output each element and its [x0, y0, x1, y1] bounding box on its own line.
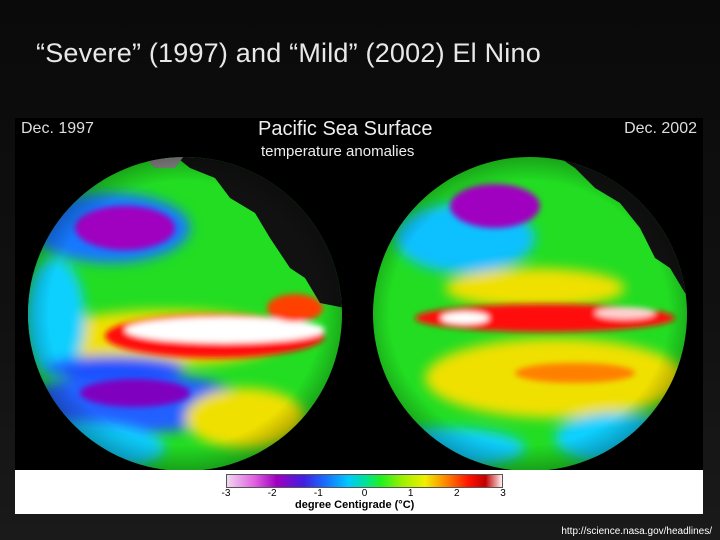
scale-tick: -3	[221, 488, 231, 499]
figure-subtitle: temperature anomalies	[261, 143, 415, 160]
right-map-date: Dec. 2002	[624, 120, 697, 137]
sea-surface-figure: Dec. 1997 Dec. 2002 Pacific Sea Surface …	[15, 118, 703, 514]
scale-tick: -1	[313, 488, 323, 499]
scale-tick: -2	[267, 488, 277, 499]
scale-tick: 0	[361, 488, 368, 499]
left-map-date: Dec. 1997	[21, 120, 94, 137]
scale-tick: 3	[500, 488, 506, 499]
color-scale-panel: -3 -2 -1 0 1 2 3 degree Centigrade (°C)	[15, 470, 703, 514]
color-scale-bar	[226, 474, 503, 488]
figure-title: Pacific Sea Surface	[258, 118, 433, 140]
scale-tick: 1	[407, 488, 414, 499]
globe-maps	[28, 157, 687, 470]
color-scale-caption: degree Centigrade (°C)	[295, 499, 415, 511]
scale-tick: 2	[454, 488, 460, 499]
slide-title: “Severe” (1997) and “Mild” (2002) El Nin…	[36, 38, 541, 68]
globe-2002	[373, 157, 687, 470]
source-credit: http://science.nasa.gov/headlines/	[561, 526, 712, 537]
color-scale-ticks: -3 -2 -1 0 1 2 3	[222, 488, 506, 500]
globe-1997	[28, 157, 342, 470]
